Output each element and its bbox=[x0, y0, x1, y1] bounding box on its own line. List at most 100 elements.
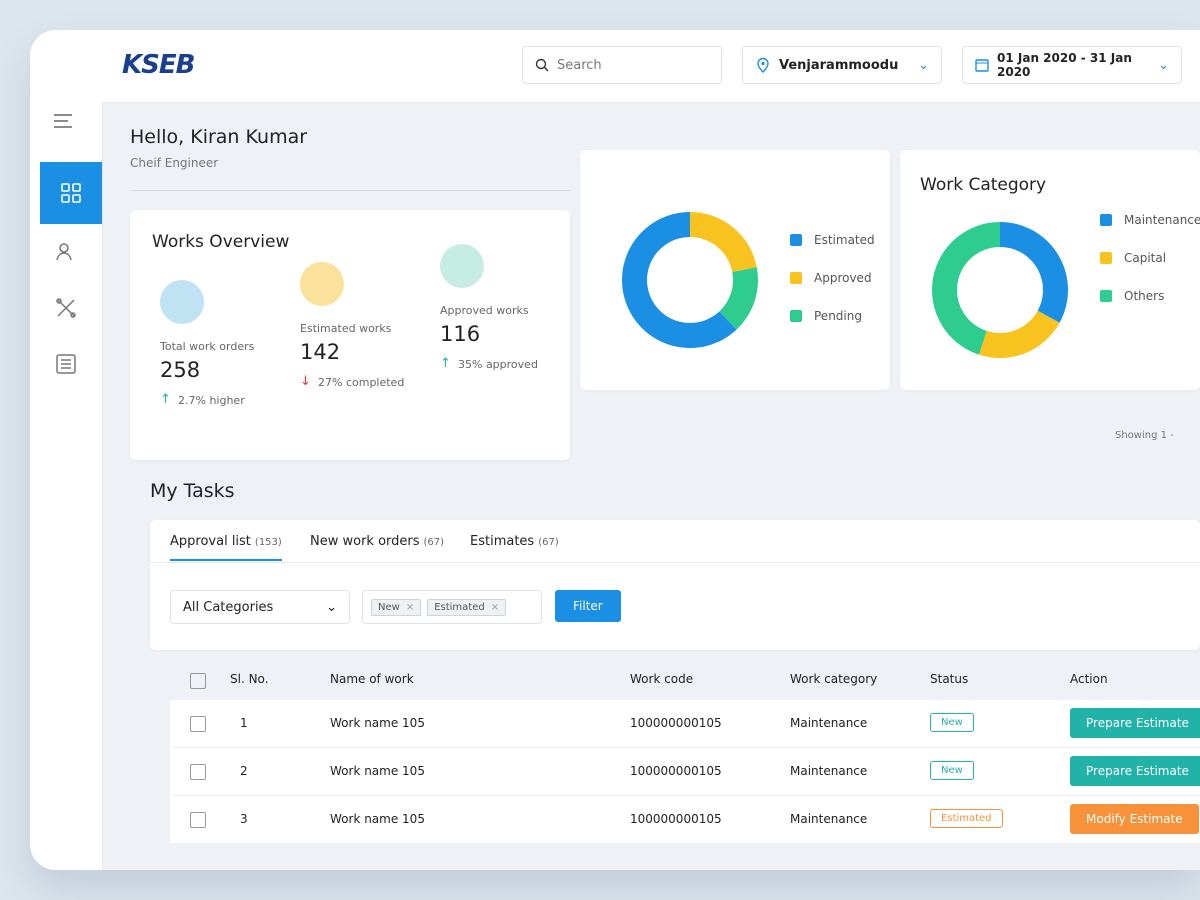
stat-value: 116 bbox=[440, 322, 481, 346]
stat-value: 258 bbox=[160, 358, 201, 382]
stat-label: Approved works bbox=[440, 304, 529, 317]
donut-segment bbox=[978, 310, 1060, 358]
stat-label: Total work orders bbox=[160, 340, 255, 353]
tab-count: (67) bbox=[423, 537, 445, 548]
work-code: 100000000105 bbox=[630, 764, 722, 778]
trend-arrow: ↓ bbox=[300, 374, 311, 389]
works-overview-card: Works Overview Total work orders 258 ↑ 2.7%… bbox=[130, 210, 570, 460]
tab[interactable]: New work orders (67) bbox=[310, 534, 444, 549]
stat-icon bbox=[300, 262, 344, 306]
chevron: ⌄ bbox=[326, 599, 337, 615]
nav-dashboard[interactable] bbox=[40, 162, 102, 224]
header-checkbox[interactable] bbox=[190, 673, 206, 689]
stat-icon bbox=[160, 280, 204, 324]
tag[interactable]: Estimated × bbox=[427, 598, 507, 616]
trend-arrow: ↑ bbox=[160, 392, 171, 407]
tab-count: (67) bbox=[538, 537, 559, 548]
date-range: 01 Jan 2020 - 31 Jan 2020 bbox=[997, 51, 1132, 79]
nav-list[interactable] bbox=[54, 352, 78, 376]
search-icon bbox=[535, 58, 549, 72]
stat-icon bbox=[440, 244, 484, 288]
chart-title: Work Category bbox=[920, 175, 1046, 195]
table-row bbox=[170, 748, 1200, 796]
divider bbox=[130, 190, 570, 191]
search-box[interactable]: Search bbox=[522, 46, 722, 84]
donut-segment bbox=[622, 211, 737, 348]
chevron: ⌄ bbox=[1158, 57, 1169, 73]
logo: KSEB bbox=[122, 50, 195, 80]
work-code: 100000000105 bbox=[630, 812, 722, 826]
calendar-icon bbox=[975, 59, 989, 72]
stat-change: 2.7% higher bbox=[178, 394, 245, 407]
tab[interactable]: Approval list (153) bbox=[170, 534, 282, 561]
sl-no: 1 bbox=[240, 716, 248, 730]
legend-swatch bbox=[1100, 252, 1112, 264]
legend-swatch bbox=[1100, 290, 1112, 302]
date-select[interactable]: 01 Jan 2020 - 31 Jan 2020 ⌄ bbox=[962, 46, 1182, 84]
column-header: Work category bbox=[790, 672, 878, 686]
work-category-card: Maintenance Capital Others Work Category bbox=[900, 150, 1200, 390]
tab-label: Estimates bbox=[470, 534, 535, 549]
tag-remove: × bbox=[490, 601, 500, 613]
status-badge: New bbox=[930, 761, 974, 780]
chevron: ⌄ bbox=[918, 57, 929, 73]
greeting-title: Hello, Kiran Kumar bbox=[130, 126, 308, 148]
table-row bbox=[170, 796, 1200, 844]
menu-icon[interactable] bbox=[52, 112, 76, 130]
tag[interactable]: New × bbox=[371, 598, 422, 616]
column-header: Name of work bbox=[330, 672, 414, 686]
stat-change: 35% approved bbox=[458, 358, 538, 371]
legend-label: Capital bbox=[1124, 251, 1166, 265]
category-donut: Maintenance Capital Others Work Category bbox=[920, 175, 1200, 358]
pin-icon bbox=[757, 57, 769, 73]
legend-swatch bbox=[790, 310, 802, 322]
category-select[interactable]: All Categories ⌄ bbox=[170, 590, 350, 624]
tasks-title: My Tasks bbox=[150, 480, 235, 502]
donut-segment bbox=[932, 222, 1000, 355]
tag-label: New bbox=[378, 601, 400, 613]
donut-segment bbox=[1000, 222, 1068, 323]
tab-label: New work orders bbox=[310, 534, 420, 549]
dashboard-icon bbox=[61, 183, 81, 203]
legend-label: Pending bbox=[814, 309, 862, 323]
work-name: Work name 105 bbox=[330, 812, 425, 826]
row-checkbox[interactable] bbox=[190, 716, 206, 732]
filter-button[interactable]: Filter bbox=[555, 590, 621, 622]
sl-no: 2 bbox=[240, 764, 248, 778]
column-header: Action bbox=[1070, 672, 1108, 686]
table-row bbox=[170, 700, 1200, 748]
legend-label: Approved bbox=[814, 271, 872, 285]
legend-swatch bbox=[790, 234, 802, 246]
action-button[interactable]: Prepare Estimate bbox=[1070, 708, 1200, 738]
column-header: Status bbox=[930, 672, 969, 686]
stat-label: Estimated works bbox=[300, 322, 392, 335]
trend-arrow: ↑ bbox=[440, 356, 451, 371]
work-code: 100000000105 bbox=[630, 716, 722, 730]
overview-title: Works Overview bbox=[152, 232, 290, 252]
work-category: Maintenance bbox=[790, 812, 868, 826]
status-donut: Estimated Approved Pending bbox=[622, 211, 875, 348]
location: Venjarammoodu bbox=[779, 57, 899, 73]
tab[interactable]: Estimates (67) bbox=[470, 534, 559, 549]
column-header: Sl. No. bbox=[230, 672, 269, 686]
status-multiselect[interactable]: New × Estimated × bbox=[362, 590, 542, 624]
tab-count: (153) bbox=[254, 537, 282, 548]
stat-value: 142 bbox=[300, 340, 341, 364]
category-filter: All Categories bbox=[183, 599, 274, 615]
nav-users[interactable] bbox=[54, 240, 78, 264]
legend-label: Maintenance bbox=[1124, 213, 1200, 227]
status-badge: Estimated bbox=[930, 809, 1003, 828]
sidebar bbox=[30, 30, 103, 870]
action-button[interactable]: Prepare Estimate bbox=[1070, 756, 1200, 786]
search-placeholder: Search bbox=[557, 57, 602, 73]
action-button[interactable]: Modify Estimate bbox=[1070, 804, 1199, 834]
donut-segment bbox=[690, 212, 757, 272]
location-select[interactable]: Venjarammoodu ⌄ bbox=[742, 46, 942, 84]
nav-tools[interactable] bbox=[54, 296, 78, 320]
row-checkbox[interactable] bbox=[190, 812, 206, 828]
row-checkbox[interactable] bbox=[190, 764, 206, 780]
stat-change: 27% completed bbox=[318, 376, 405, 389]
tasks-filter-card: All Categories ⌄ New × Estimated × Filter Ap… bbox=[150, 520, 1200, 650]
legend-swatch bbox=[790, 272, 802, 284]
